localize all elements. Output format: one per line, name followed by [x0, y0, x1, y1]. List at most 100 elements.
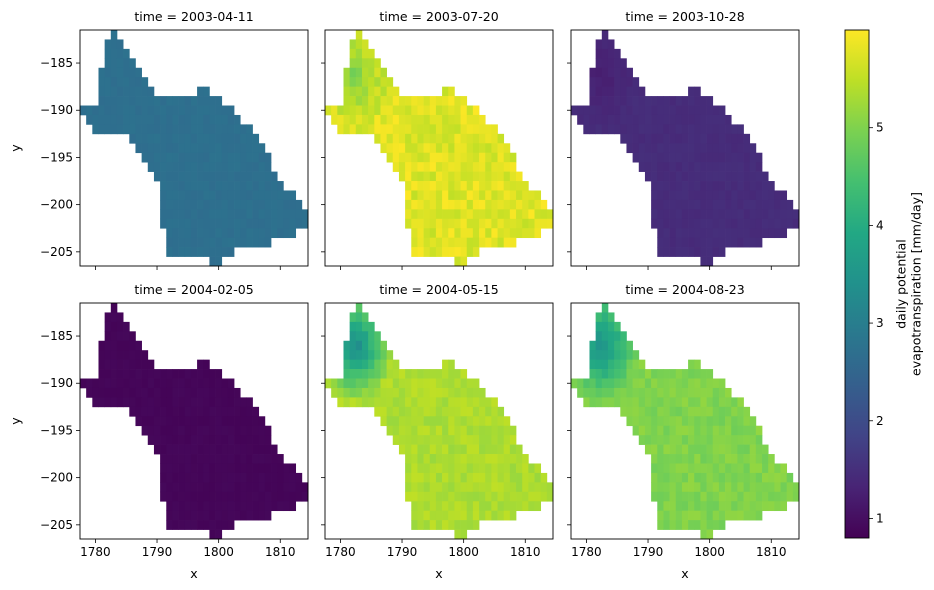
heatmap-cell	[442, 416, 449, 427]
heatmap-cell	[258, 171, 266, 182]
heatmap-cell	[184, 96, 192, 106]
heatmap-cell	[712, 105, 720, 116]
heatmap-cell	[123, 77, 130, 87]
heatmap-cell	[160, 181, 167, 191]
heatmap-cell	[141, 416, 149, 427]
heatmap-cell	[221, 491, 229, 502]
heatmap-cell	[215, 181, 223, 191]
heatmap-cell	[80, 105, 87, 116]
heatmap-cell	[601, 397, 609, 408]
colorbar-label-line1: daily potential	[894, 239, 909, 329]
heatmap-cell	[497, 472, 505, 483]
heatmap-cell	[160, 218, 167, 229]
heatmap-cell	[172, 105, 179, 116]
heatmap-cell	[651, 209, 658, 220]
heatmap-cell	[129, 331, 136, 342]
heatmap-cell	[706, 435, 714, 445]
heatmap-cell	[215, 510, 223, 521]
heatmap-cell	[755, 425, 763, 436]
heatmap-cell	[694, 143, 701, 154]
heatmap-cell	[620, 369, 627, 379]
heatmap-cell	[289, 501, 297, 512]
heatmap-cell	[435, 454, 443, 464]
heatmap-cell	[104, 67, 112, 78]
heatmap-cell	[466, 209, 474, 220]
heatmap-cell	[638, 425, 646, 436]
heatmap-cell	[295, 209, 303, 220]
heatmap-cell	[411, 190, 418, 201]
heatmap-cell	[141, 369, 149, 379]
heatmap-cell	[663, 218, 670, 229]
heatmap-cell	[503, 501, 511, 512]
heatmap-cell	[491, 425, 498, 436]
heatmap-cell	[197, 114, 204, 125]
heatmap-cell	[325, 378, 332, 389]
heatmap-cell	[271, 190, 278, 201]
heatmap-cell	[386, 105, 394, 116]
heatmap-cell	[197, 397, 204, 408]
heatmap-cell	[755, 463, 763, 474]
heatmap-cell	[252, 491, 260, 502]
heatmap-cell	[479, 387, 486, 398]
heatmap-cell	[749, 510, 757, 521]
heatmap-cell	[466, 501, 474, 512]
heatmap-cell	[380, 86, 387, 97]
heatmap-cell	[116, 378, 124, 389]
heatmap-cell	[227, 520, 235, 530]
heatmap-cell	[657, 133, 664, 144]
heatmap-cell	[638, 406, 646, 417]
heatmap-cell	[197, 171, 204, 182]
heatmap-cell	[221, 463, 229, 474]
heatmap-cell	[681, 454, 689, 464]
heatmap-cell	[479, 416, 486, 427]
heatmap-cell	[749, 435, 757, 445]
heatmap-cell	[98, 369, 105, 379]
heatmap-cell	[368, 397, 375, 408]
heatmap-cell	[368, 340, 375, 351]
heatmap-cell	[411, 124, 418, 135]
heatmap-cell	[123, 369, 130, 379]
heatmap-cell	[651, 387, 658, 398]
heatmap-cell	[688, 510, 695, 521]
heatmap-cell	[485, 143, 492, 154]
heatmap-cell	[694, 416, 701, 427]
heatmap-cell	[718, 510, 726, 521]
heatmap-cell	[380, 77, 387, 87]
heatmap-cell	[411, 133, 418, 144]
heatmap-cell	[160, 397, 167, 408]
heatmap-cell	[423, 397, 431, 408]
heatmap-cell	[221, 105, 229, 116]
heatmap-cell	[147, 96, 155, 106]
heatmap-cell	[172, 435, 179, 445]
heatmap-cell	[141, 387, 149, 398]
heatmap-cell	[743, 425, 751, 436]
heatmap-cell	[423, 228, 431, 239]
heatmap-cell	[386, 397, 394, 408]
heatmap-cell	[221, 218, 229, 229]
heatmap-cell	[731, 143, 738, 154]
heatmap-cell	[178, 171, 186, 182]
heatmap-cell	[398, 397, 406, 408]
heatmap-cell	[166, 96, 173, 106]
heatmap-cell	[435, 425, 443, 436]
heatmap-cell	[448, 444, 455, 455]
x-tick-label: 1810	[265, 545, 296, 559]
heatmap-cell	[712, 416, 720, 427]
heatmap-cell	[663, 124, 670, 135]
heatmap-cell	[472, 199, 480, 210]
heatmap-cell	[423, 472, 431, 483]
heatmap-cell	[209, 416, 216, 427]
heatmap-cell	[104, 397, 112, 408]
heatmap-cell	[669, 444, 677, 455]
heatmap-cell	[234, 143, 241, 154]
heatmap-cell	[368, 67, 375, 78]
heatmap-cell	[731, 181, 738, 191]
heatmap-cell	[614, 86, 621, 97]
heatmap-cell	[116, 124, 124, 135]
heatmap-cell	[632, 86, 640, 97]
heatmap-cell	[325, 105, 332, 116]
heatmap-cell	[688, 378, 695, 389]
x-tick-label: 1780	[571, 545, 602, 559]
heatmap-cell	[442, 482, 449, 493]
heatmap-cell	[380, 67, 387, 78]
